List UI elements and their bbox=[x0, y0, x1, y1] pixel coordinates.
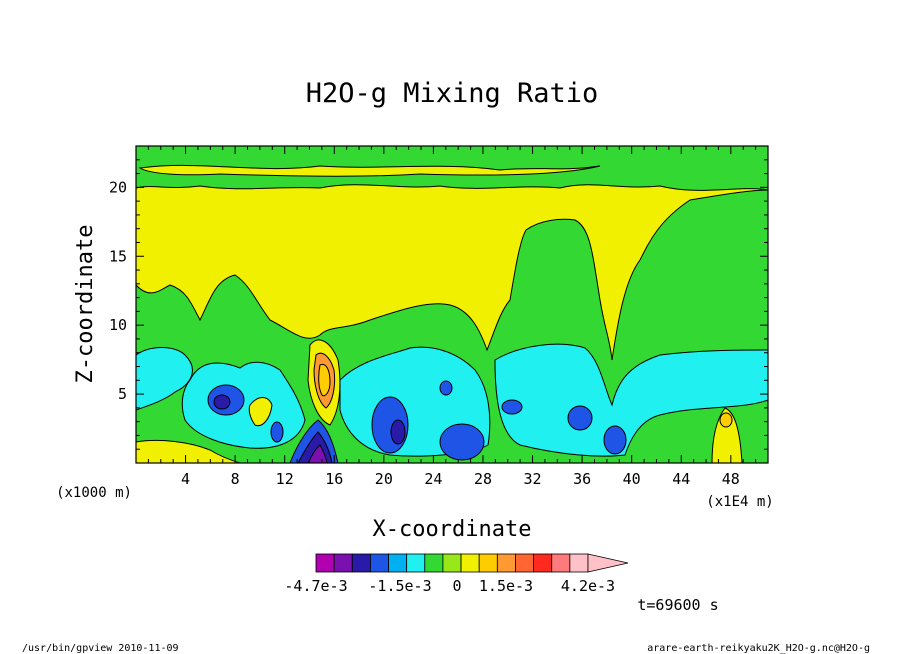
x-tick-label: 28 bbox=[474, 470, 492, 488]
colorbar-label: 1.5e-3 bbox=[479, 577, 533, 595]
contour-blue-blob-5 bbox=[439, 423, 485, 461]
colorbar-swatch bbox=[388, 553, 408, 573]
x-axis: 4 8 12 16 20 24 28 32 36 40 44 48 bbox=[147, 146, 757, 488]
x-tick-label: 40 bbox=[623, 470, 641, 488]
colorbar-swatch bbox=[424, 553, 444, 573]
footer-right: arare-earth-reikyaku2K_H2O-g.nc@H2O-g bbox=[647, 643, 870, 654]
y-scale-note: (x1000 m) bbox=[56, 485, 132, 501]
colorbar-swatch bbox=[496, 553, 516, 573]
x-tick-label: 16 bbox=[325, 470, 343, 488]
contour-yellow-patch-1 bbox=[248, 397, 273, 427]
chart-title: H2O-g Mixing Ratio bbox=[306, 78, 599, 109]
colorbar-label: 0 bbox=[452, 577, 461, 595]
time-label: t=69600 s bbox=[637, 596, 718, 614]
contour-blue-blob-9 bbox=[439, 380, 453, 396]
x-tick-label: 36 bbox=[573, 470, 591, 488]
colorbar-swatch bbox=[333, 553, 353, 573]
colorbar-extend-arrow bbox=[587, 553, 629, 573]
colorbar-swatch bbox=[442, 553, 462, 573]
contour-blue-blob-7 bbox=[567, 405, 593, 431]
colorbar bbox=[315, 553, 629, 573]
x-tick-label: 20 bbox=[375, 470, 393, 488]
colorbar-labels: -4.7e-3 -1.5e-3 0 1.5e-3 4.2e-3 bbox=[284, 577, 615, 595]
y-tick-label: 15 bbox=[109, 247, 127, 265]
contour-blue-blob-2 bbox=[213, 394, 231, 410]
x-tick-label: 32 bbox=[524, 470, 542, 488]
y-tick-label: 10 bbox=[109, 316, 127, 334]
colorbar-swatch bbox=[406, 553, 426, 573]
colorbar-swatch bbox=[460, 553, 480, 573]
colorbar-swatch bbox=[551, 553, 571, 573]
y-tick-label: 5 bbox=[118, 385, 127, 403]
contour-blue-blob-4 bbox=[390, 419, 406, 445]
contour-magenta-spike bbox=[307, 444, 328, 464]
y-tick-label: 20 bbox=[109, 178, 127, 196]
x-tick-label: 24 bbox=[424, 470, 442, 488]
contour-cyan-left bbox=[135, 347, 193, 411]
footer-left: /usr/bin/gpview 2010-11-09 bbox=[22, 643, 179, 654]
contour-blue-blob-10 bbox=[270, 421, 284, 443]
colorbar-swatch bbox=[515, 553, 535, 573]
colorbar-label: -4.7e-3 bbox=[284, 577, 347, 595]
contour-top-yellow-streak bbox=[138, 164, 601, 177]
x-tick-label: 8 bbox=[231, 470, 240, 488]
plot-area bbox=[135, 145, 769, 464]
contour-yellow-patch-2 bbox=[135, 439, 241, 464]
colorbar-swatch bbox=[315, 553, 335, 573]
colorbar-swatch bbox=[569, 553, 589, 573]
x-tick-label: 48 bbox=[722, 470, 740, 488]
x-tick-label: 4 bbox=[181, 470, 190, 488]
colorbar-label: 4.2e-3 bbox=[561, 577, 615, 595]
colorbar-swatch bbox=[478, 553, 498, 573]
x-tick-label: 44 bbox=[672, 470, 690, 488]
contour-deep-orange-plume bbox=[318, 363, 331, 397]
colorbar-swatch bbox=[369, 553, 389, 573]
x-scale-note: (x1E4 m) bbox=[706, 494, 773, 510]
x-tick-label: 12 bbox=[276, 470, 294, 488]
contour-right-yellow-blob bbox=[711, 407, 743, 464]
y-axis-label: Z-coordinate bbox=[73, 225, 98, 384]
colorbar-swatch bbox=[533, 553, 553, 573]
contour-blue-blob-8 bbox=[603, 425, 627, 455]
contour-right-orange-blob bbox=[719, 412, 733, 428]
colorbar-swatch bbox=[351, 553, 371, 573]
colorbar-label: -1.5e-3 bbox=[368, 577, 431, 595]
x-axis-label: X-coordinate bbox=[373, 517, 532, 542]
plot-frame bbox=[135, 145, 769, 464]
y-axis: 5 10 15 20 bbox=[109, 159, 768, 450]
contour-blue-blob-6 bbox=[501, 399, 523, 415]
